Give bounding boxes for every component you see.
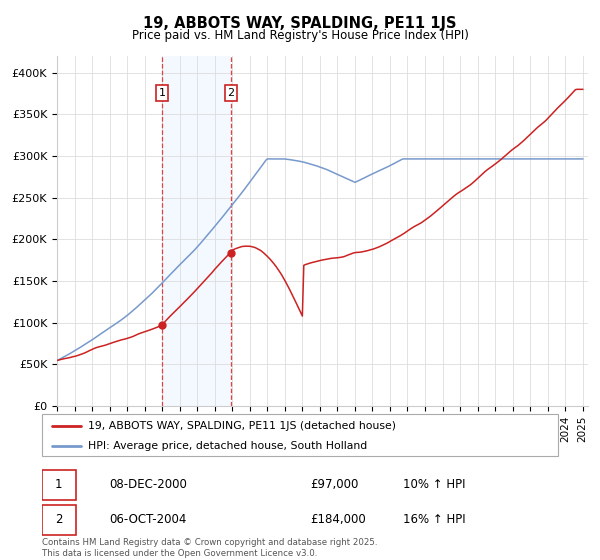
Text: 08-DEC-2000: 08-DEC-2000 <box>109 478 187 491</box>
Text: £97,000: £97,000 <box>310 478 359 491</box>
Text: 16% ↑ HPI: 16% ↑ HPI <box>403 513 466 526</box>
Text: 06-OCT-2004: 06-OCT-2004 <box>109 513 187 526</box>
Text: HPI: Average price, detached house, South Holland: HPI: Average price, detached house, Sout… <box>88 441 368 451</box>
Text: 1: 1 <box>158 88 166 98</box>
Text: 2: 2 <box>55 513 62 526</box>
Text: Price paid vs. HM Land Registry's House Price Index (HPI): Price paid vs. HM Land Registry's House … <box>131 29 469 42</box>
Text: 2: 2 <box>227 88 235 98</box>
Text: 1: 1 <box>55 478 62 491</box>
Text: 19, ABBOTS WAY, SPALDING, PE11 1JS (detached house): 19, ABBOTS WAY, SPALDING, PE11 1JS (deta… <box>88 421 397 431</box>
Text: Contains HM Land Registry data © Crown copyright and database right 2025.
This d: Contains HM Land Registry data © Crown c… <box>42 538 377 558</box>
Bar <box>162 56 231 406</box>
Text: £184,000: £184,000 <box>310 513 366 526</box>
FancyBboxPatch shape <box>42 470 76 500</box>
Text: 10% ↑ HPI: 10% ↑ HPI <box>403 478 466 491</box>
Text: 19, ABBOTS WAY, SPALDING, PE11 1JS: 19, ABBOTS WAY, SPALDING, PE11 1JS <box>143 16 457 31</box>
FancyBboxPatch shape <box>42 505 76 535</box>
FancyBboxPatch shape <box>42 414 558 456</box>
